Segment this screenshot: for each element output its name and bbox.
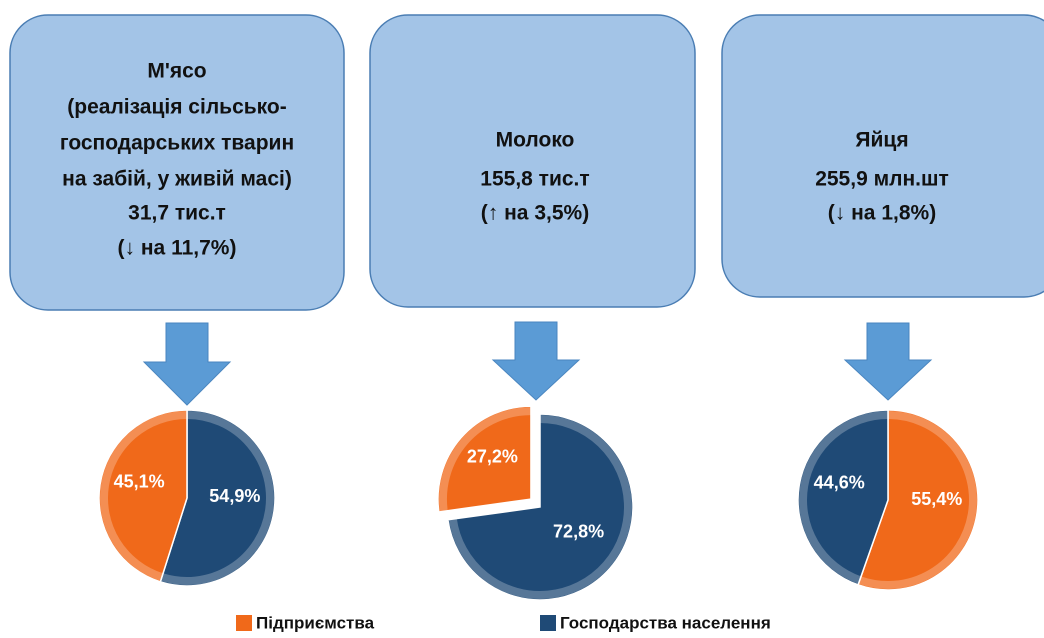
legend-swatch [236,615,252,631]
legend-label: Підприємства [256,613,375,632]
data-label: 45,1% [114,471,165,491]
data-label: 55,4% [911,489,962,509]
slice-rim [438,407,531,512]
pie-slice [159,409,276,587]
box-text: Яйця [855,129,908,152]
box-text: Молоко [496,129,575,152]
box-text: (↑ на 3,5%) [481,202,589,225]
arrow [843,322,933,401]
box-text: 255,9 млн.шт [815,168,949,191]
box-text: (реалізація сільсько- [67,96,286,119]
box [9,14,345,311]
box-text: 155,8 тис.т [480,168,589,191]
box [721,14,1044,298]
data-label: 27,2% [467,446,518,466]
legend-label: Господарства населення [560,613,771,632]
arrow [491,321,581,401]
arrow [142,322,232,406]
data-label: 54,9% [209,486,260,506]
box-text: 31,7 тис.т [128,202,226,225]
slice-rim [448,415,632,599]
arrows [142,321,933,406]
box-text: господарських тварин [60,132,294,155]
legend-swatch [540,615,556,631]
box-text: М'ясо [147,60,206,83]
pie-slice [447,413,634,601]
box-text: (↓ на 11,7%) [118,237,237,260]
box-text: (↓ на 1,8%) [828,202,936,225]
slice-rim [858,411,977,589]
pie-slice [437,405,532,513]
slice-rim [799,411,889,584]
data-label: 72,8% [553,521,604,541]
slice-rim [160,411,274,585]
data-label: 44,6% [814,472,865,492]
pie-slice [98,409,188,583]
box [369,14,696,308]
box-text: на забій, у живій масі) [62,168,292,191]
slice-rim [100,411,188,581]
pie-slice [797,409,889,586]
